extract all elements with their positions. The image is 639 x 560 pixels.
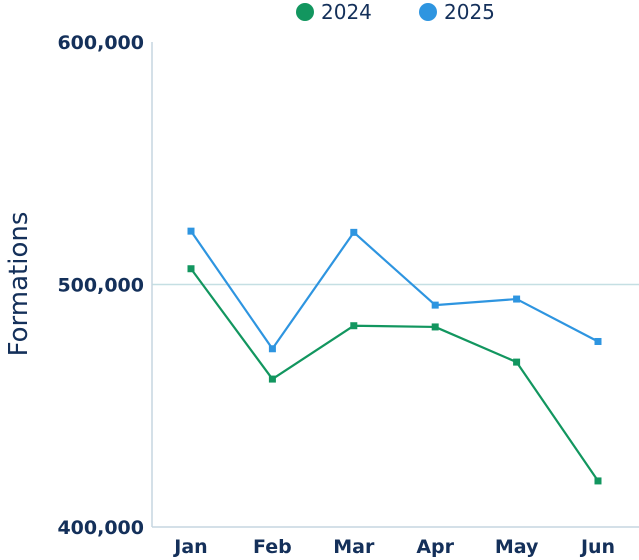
legend-item: 2024: [296, 0, 372, 24]
axis-layer: [151, 42, 639, 528]
x-tick-labels: Jan Feb Mar Apr May Jun: [172, 536, 615, 558]
legend-label: 2024: [321, 0, 372, 24]
x-tick-label: Feb: [253, 536, 292, 558]
y-tick-label: 400,000: [57, 517, 144, 539]
legend-item: 2025: [419, 0, 495, 24]
x-tick-label: Jan: [172, 536, 207, 558]
y-axis-label: Formations: [4, 212, 34, 357]
data-point: [268, 345, 276, 353]
data-point: [268, 375, 276, 383]
y-tick-labels: 400,000 500,000 600,000: [57, 32, 144, 539]
series-2024: [187, 265, 602, 485]
series-line: [190, 268, 599, 482]
data-point: [431, 323, 439, 331]
legend-swatch: [419, 3, 437, 21]
data-point: [187, 265, 195, 273]
data-point: [187, 227, 195, 235]
x-tick-label: Apr: [416, 536, 454, 558]
series-line: [190, 230, 599, 350]
y-tick-label: 500,000: [57, 275, 144, 297]
data-point: [513, 358, 521, 366]
series-2025: [187, 227, 602, 353]
x-tick-label: Mar: [333, 536, 375, 558]
legend-swatch: [296, 3, 314, 21]
data-point: [350, 228, 358, 236]
data-point: [513, 295, 521, 303]
data-point: [431, 301, 439, 309]
data-point: [594, 337, 602, 345]
data-point: [350, 322, 358, 330]
legend: 2024 2025: [296, 0, 495, 24]
y-tick-label: 600,000: [57, 32, 144, 54]
x-tick-label: May: [495, 536, 539, 558]
data-point: [594, 477, 602, 485]
series-layer: [187, 227, 602, 485]
legend-label: 2025: [444, 0, 495, 24]
x-tick-label: Jun: [579, 536, 615, 558]
